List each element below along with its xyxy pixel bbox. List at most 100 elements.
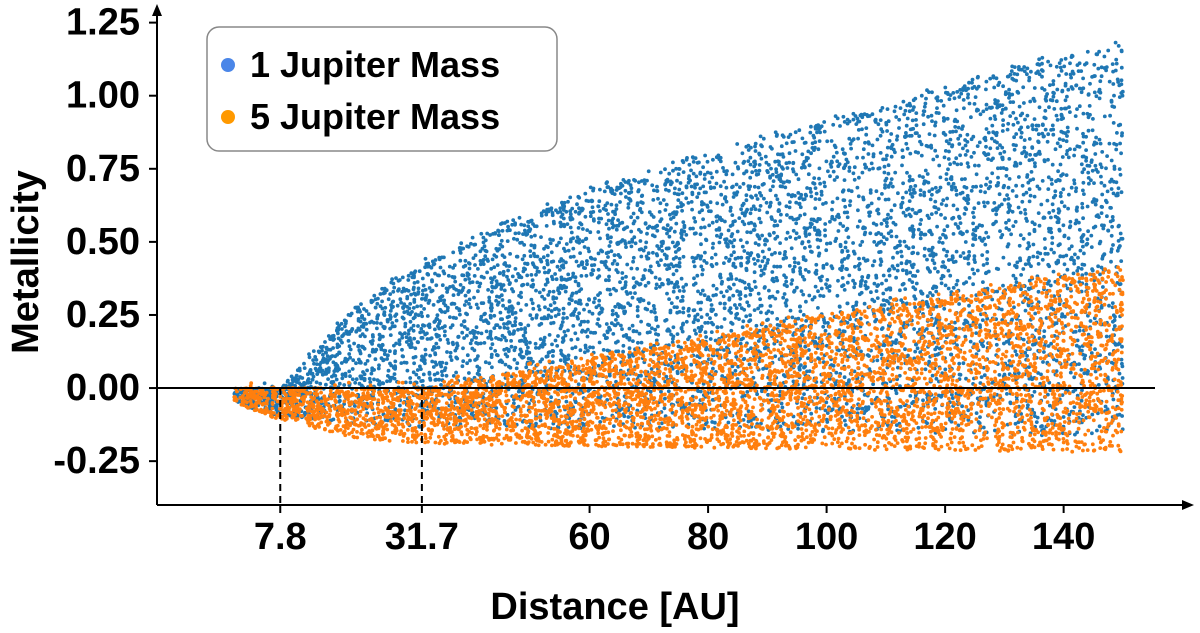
point-1-jupiter-mass <box>351 358 356 363</box>
point-1-jupiter-mass <box>1079 398 1084 403</box>
point-1-jupiter-mass <box>1055 118 1060 122</box>
point-1-jupiter-mass <box>333 373 338 378</box>
point-1-jupiter-mass <box>956 125 961 130</box>
point-1-jupiter-mass <box>986 157 990 162</box>
point-1-jupiter-mass <box>784 255 788 260</box>
point-1-jupiter-mass <box>664 187 668 192</box>
point-1-jupiter-mass <box>739 306 744 311</box>
point-1-jupiter-mass <box>548 303 553 308</box>
point-1-jupiter-mass <box>337 351 342 355</box>
point-1-jupiter-mass <box>675 295 680 300</box>
point-1-jupiter-mass <box>817 357 822 361</box>
point-1-jupiter-mass <box>401 306 406 310</box>
point-1-jupiter-mass <box>1120 93 1125 98</box>
point-1-jupiter-mass <box>975 75 980 80</box>
point-1-jupiter-mass <box>1079 267 1084 271</box>
point-1-jupiter-mass <box>1114 61 1119 66</box>
point-1-jupiter-mass <box>1072 405 1077 409</box>
point-1-jupiter-mass <box>574 259 579 264</box>
point-1-jupiter-mass <box>484 329 489 334</box>
point-1-jupiter-mass <box>627 240 632 245</box>
point-1-jupiter-mass <box>1027 365 1031 369</box>
point-1-jupiter-mass <box>857 119 862 124</box>
point-1-jupiter-mass <box>864 132 869 137</box>
point-1-jupiter-mass <box>417 375 421 380</box>
point-1-jupiter-mass <box>782 252 787 257</box>
point-1-jupiter-mass <box>1086 92 1091 96</box>
point-1-jupiter-mass <box>1082 167 1086 172</box>
point-1-jupiter-mass <box>1060 393 1065 397</box>
point-1-jupiter-mass <box>490 365 494 370</box>
point-1-jupiter-mass <box>898 288 902 293</box>
point-1-jupiter-mass <box>731 219 736 224</box>
point-1-jupiter-mass <box>629 215 633 220</box>
point-1-jupiter-mass <box>425 337 430 341</box>
point-1-jupiter-mass <box>369 371 374 376</box>
point-1-jupiter-mass <box>814 191 819 196</box>
point-1-jupiter-mass <box>756 243 761 247</box>
point-1-jupiter-mass <box>893 170 898 175</box>
point-1-jupiter-mass <box>928 291 932 295</box>
point-1-jupiter-mass <box>558 268 562 272</box>
point-1-jupiter-mass <box>482 341 487 345</box>
point-1-jupiter-mass <box>769 166 773 171</box>
point-1-jupiter-mass <box>370 349 375 354</box>
point-1-jupiter-mass <box>790 278 795 283</box>
point-1-jupiter-mass <box>728 209 733 213</box>
point-1-jupiter-mass <box>972 257 977 262</box>
point-1-jupiter-mass <box>643 221 648 226</box>
point-1-jupiter-mass <box>1109 158 1114 163</box>
point-1-jupiter-mass <box>1022 145 1027 150</box>
point-1-jupiter-mass <box>770 398 774 402</box>
point-1-jupiter-mass <box>735 229 740 234</box>
point-1-jupiter-mass <box>782 292 787 296</box>
point-1-jupiter-mass <box>739 255 744 260</box>
point-1-jupiter-mass <box>1089 351 1094 355</box>
point-1-jupiter-mass <box>1109 247 1114 252</box>
point-1-jupiter-mass <box>671 337 675 341</box>
point-1-jupiter-mass <box>337 381 342 386</box>
point-1-jupiter-mass <box>873 319 877 324</box>
point-1-jupiter-mass <box>971 282 975 287</box>
point-1-jupiter-mass <box>1026 403 1030 407</box>
point-1-jupiter-mass <box>462 376 467 381</box>
point-1-jupiter-mass <box>432 372 437 377</box>
point-1-jupiter-mass <box>995 105 1000 110</box>
point-1-jupiter-mass <box>1099 74 1104 79</box>
point-1-jupiter-mass <box>435 371 440 375</box>
point-1-jupiter-mass <box>982 136 987 141</box>
point-1-jupiter-mass <box>645 330 650 335</box>
point-1-jupiter-mass <box>359 383 364 388</box>
point-1-jupiter-mass <box>546 307 551 312</box>
point-1-jupiter-mass <box>615 242 620 247</box>
point-1-jupiter-mass <box>444 373 449 378</box>
point-1-jupiter-mass <box>583 266 587 270</box>
point-1-jupiter-mass <box>434 341 439 346</box>
point-1-jupiter-mass <box>744 193 749 198</box>
point-1-jupiter-mass <box>903 134 907 139</box>
point-1-jupiter-mass <box>1108 219 1113 224</box>
point-1-jupiter-mass <box>1074 186 1079 191</box>
point-1-jupiter-mass <box>1072 181 1077 186</box>
point-1-jupiter-mass <box>1096 170 1100 174</box>
point-1-jupiter-mass <box>727 259 731 263</box>
point-1-jupiter-mass <box>411 306 416 310</box>
point-1-jupiter-mass <box>1047 105 1051 110</box>
point-1-jupiter-mass <box>679 276 684 281</box>
point-1-jupiter-mass <box>1059 69 1064 73</box>
point-1-jupiter-mass <box>302 381 307 385</box>
point-1-jupiter-mass <box>419 304 423 308</box>
point-1-jupiter-mass <box>468 341 473 346</box>
point-1-jupiter-mass <box>500 360 505 365</box>
point-1-jupiter-mass <box>851 171 856 176</box>
point-1-jupiter-mass <box>933 407 938 411</box>
point-1-jupiter-mass <box>916 425 921 430</box>
point-1-jupiter-mass <box>1037 187 1042 191</box>
point-1-jupiter-mass <box>1056 169 1060 174</box>
point-1-jupiter-mass <box>1075 126 1079 131</box>
point-1-jupiter-mass <box>840 248 845 253</box>
point-1-jupiter-mass <box>350 377 355 382</box>
point-1-jupiter-mass <box>596 267 601 272</box>
point-1-jupiter-mass <box>323 340 327 344</box>
point-1-jupiter-mass <box>359 302 363 306</box>
